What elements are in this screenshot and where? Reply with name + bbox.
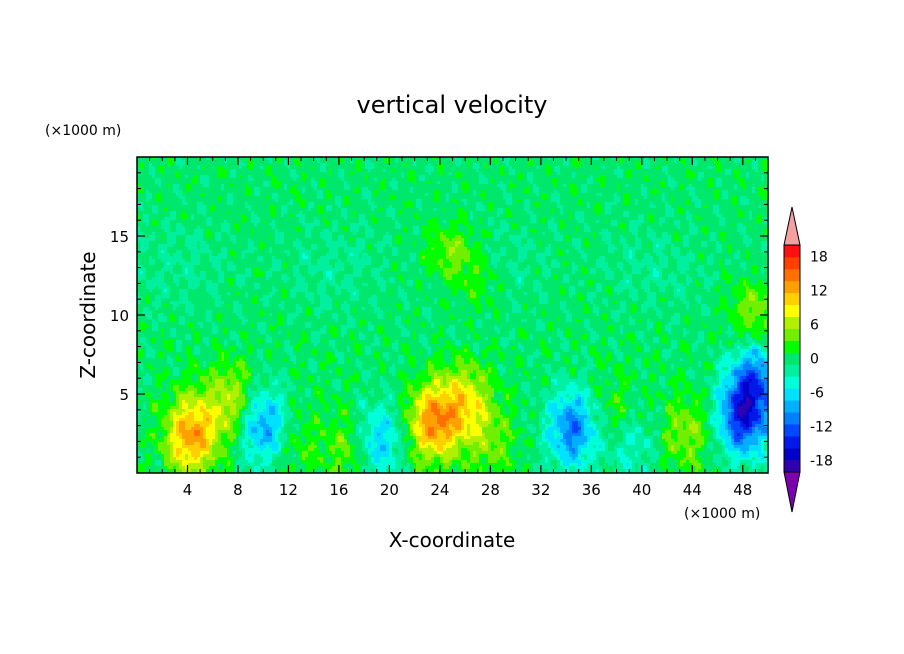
colorbar-bin: [784, 364, 800, 376]
colorbar-bin: [784, 460, 800, 472]
colorbar-bin: [784, 257, 800, 269]
colorbar-bin: [784, 424, 800, 436]
colorbar-tick-label: 18: [810, 249, 828, 265]
x-tick-label: 20: [380, 481, 399, 499]
x-tick-label: 32: [531, 481, 550, 499]
colorbar-bin: [784, 293, 800, 305]
x-tick-label: 40: [632, 481, 651, 499]
plot-area: [137, 157, 768, 473]
x-tick-label: 24: [430, 481, 449, 499]
colorbar-bin: [784, 412, 800, 424]
chart-title: vertical velocity: [357, 91, 548, 119]
z-unit-label: (×1000 m): [45, 123, 121, 139]
colorbar-min-arrow: [784, 472, 800, 512]
colorbar-bin: [784, 341, 800, 353]
x-tick-label: 16: [329, 481, 348, 499]
y-tick-label: 15: [110, 228, 129, 246]
colorbar-bin: [784, 448, 800, 460]
x-tick-label: 12: [279, 481, 298, 499]
x-tick-label: 8: [233, 481, 243, 499]
colorbar-tick-label: 6: [810, 317, 819, 333]
colorbar-bin: [784, 269, 800, 281]
colorbar-bin: [784, 245, 800, 257]
colorbar-bin: [784, 317, 800, 329]
y-tick-label: 5: [119, 386, 129, 404]
x-tick-label: 48: [733, 481, 752, 499]
colorbar-tick-label: 0: [810, 352, 819, 368]
y-axis-label: Z-coordinate: [76, 251, 100, 378]
colorbar-bin: [784, 305, 800, 317]
colorbar-tick-label: -12: [810, 420, 833, 436]
colorbar-bin: [784, 329, 800, 341]
x-tick-label: 44: [683, 481, 702, 499]
colorbar: 18 12 6 0 -6 -12 -18: [784, 207, 833, 512]
colorbar-bin: [784, 376, 800, 388]
colorbar-bin: [784, 400, 800, 412]
x-tick-label: 36: [582, 481, 601, 499]
colorbar-bin: [784, 436, 800, 448]
colorbar-bin: [784, 353, 800, 365]
contour-field: [137, 157, 768, 473]
x-unit-label: (×1000 m): [684, 506, 760, 522]
colorbar-bin: [784, 281, 800, 293]
x-tick-label: 28: [481, 481, 500, 499]
y-tick-label: 10: [110, 307, 129, 325]
colorbar-tick-label: -6: [810, 386, 824, 402]
colorbar-tick-label: -18: [810, 454, 833, 470]
x-axis-label: X-coordinate: [389, 528, 516, 552]
colorbar-tick-label: 12: [810, 283, 828, 299]
x-tick-label: 4: [183, 481, 193, 499]
colorbar-max-arrow: [784, 207, 800, 245]
colorbar-bin: [784, 388, 800, 400]
